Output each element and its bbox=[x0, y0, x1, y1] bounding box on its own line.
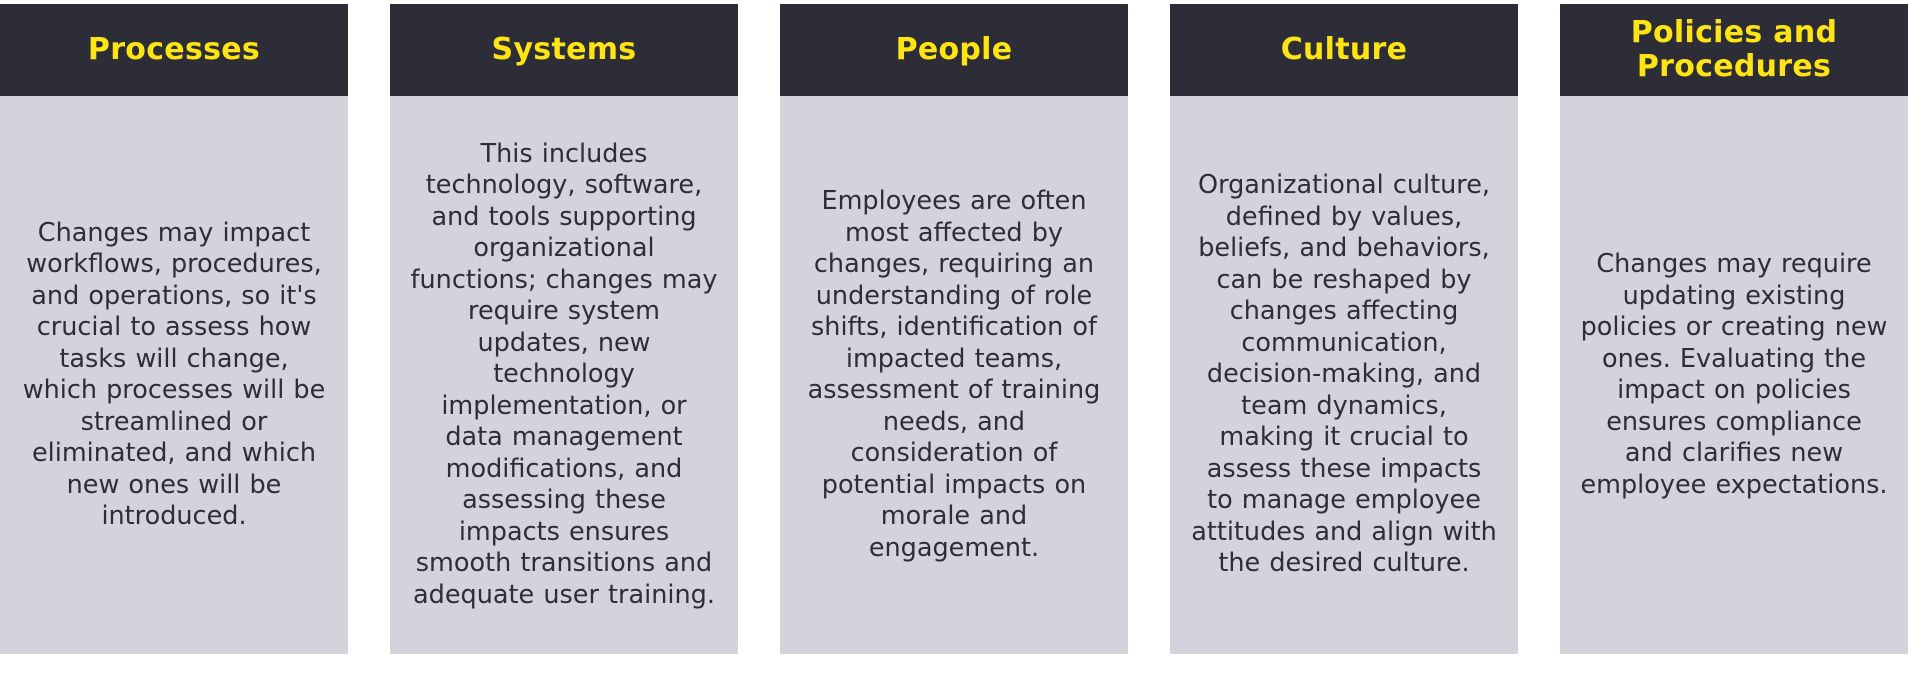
card-description: Organizational culture, defined by value… bbox=[1191, 170, 1497, 579]
card-title: Systems bbox=[491, 32, 637, 67]
card-policies-and-procedures: Policies and Procedures Changes may requ… bbox=[1560, 4, 1908, 654]
card-description: Changes may impact workflows, procedures… bbox=[22, 217, 326, 532]
card-header: People bbox=[780, 4, 1128, 96]
impact-areas-diagram: Processes Changes may impact workflows, … bbox=[0, 4, 1910, 654]
card-title: Culture bbox=[1280, 32, 1408, 67]
card-description: Changes may require updating existing po… bbox=[1580, 249, 1888, 500]
card-body: This includes technology, software, and … bbox=[390, 96, 738, 654]
card-body: Employees are often most affected by cha… bbox=[780, 96, 1128, 654]
card-description: Employees are often most affected by cha… bbox=[807, 186, 1101, 563]
card-people: People Employees are often most affected… bbox=[780, 4, 1128, 654]
card-header: Processes bbox=[0, 4, 348, 96]
card-title: Processes bbox=[87, 32, 261, 67]
card-culture: Culture Organizational culture, defined … bbox=[1170, 4, 1518, 654]
card-processes: Processes Changes may impact workflows, … bbox=[0, 4, 348, 654]
card-title: People bbox=[895, 32, 1013, 67]
card-header: Culture bbox=[1170, 4, 1518, 96]
card-header: Policies and Procedures bbox=[1560, 4, 1908, 96]
card-title: Policies and Procedures bbox=[1630, 15, 1838, 84]
card-header: Systems bbox=[390, 4, 738, 96]
card-body: Organizational culture, defined by value… bbox=[1170, 96, 1518, 654]
card-systems: Systems This includes technology, softwa… bbox=[390, 4, 738, 654]
card-description: This includes technology, software, and … bbox=[410, 138, 718, 610]
card-body: Changes may require updating existing po… bbox=[1560, 96, 1908, 654]
card-body: Changes may impact workflows, procedures… bbox=[0, 96, 348, 654]
